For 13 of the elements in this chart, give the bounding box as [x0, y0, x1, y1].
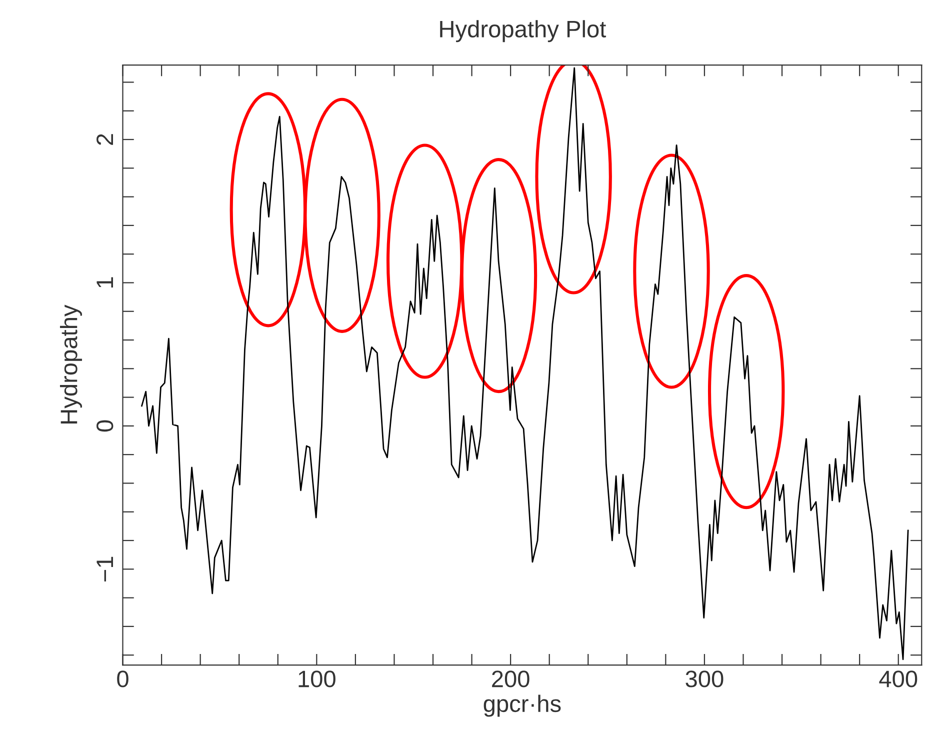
y-tick-label: 0: [96, 420, 114, 432]
y-tick-label: 1: [96, 277, 113, 288]
x-tick-label: 300: [686, 670, 724, 688]
x-tick-label: 0: [117, 670, 128, 688]
x-tick-label: 100: [298, 670, 336, 688]
y-tick-label: −1: [96, 556, 113, 582]
line-series: [141, 67, 909, 660]
x-tick-label: 400: [879, 670, 918, 688]
x-axis-title: gpcr·hs: [484, 694, 561, 717]
x-tick-label: 200: [492, 670, 530, 688]
y-tick-label: 2: [96, 134, 113, 145]
chart-title: Hydropathy Plot: [440, 20, 606, 42]
y-axis-title: Hydropathy: [60, 304, 82, 424]
